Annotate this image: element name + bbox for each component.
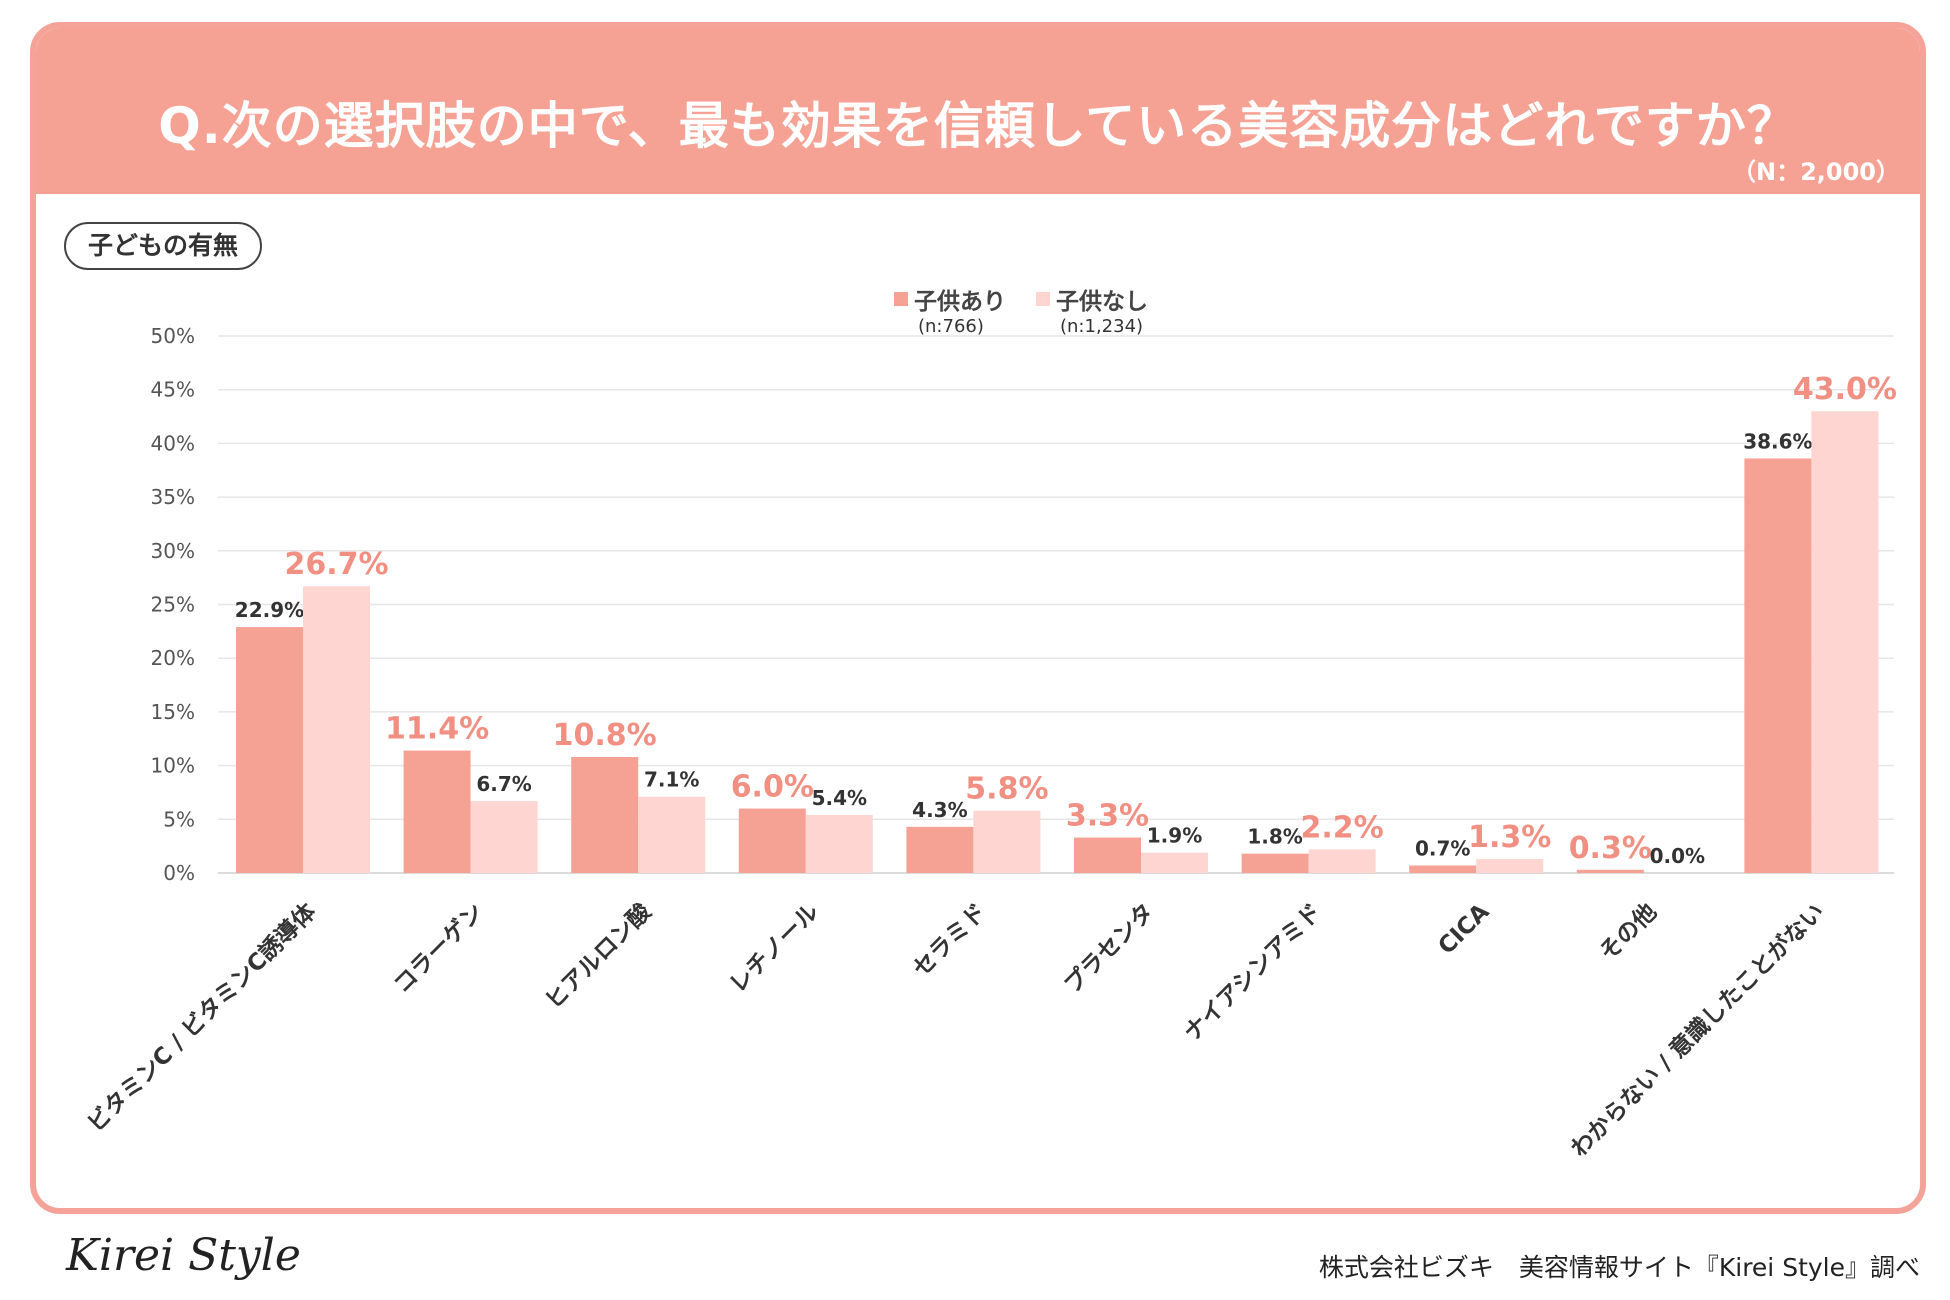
bar-with-children (906, 826, 974, 873)
x-tick-label: セラミド (908, 899, 991, 982)
bar-with-children (738, 808, 806, 873)
bar-without-children (973, 810, 1041, 873)
data-label: 7.1% (644, 768, 699, 792)
data-label: 22.9% (235, 598, 304, 622)
y-tick-label: 20% (151, 646, 195, 670)
x-tick-label: コラーゲン (389, 899, 489, 999)
bar-without-children (1811, 411, 1879, 873)
y-tick-label: 0% (163, 861, 195, 885)
x-tick-label: レチノール (725, 899, 824, 998)
x-tick-label: プラセンタ (1060, 899, 1160, 999)
x-tick-label: ヒアルロン酸 (541, 898, 658, 1015)
y-tick-label: 50% (151, 324, 195, 348)
bar-chart: 0% 5% 10% 15% 20% 25% 30% 35% 40% 45% 50% 22.9% 26.7… (82, 324, 1897, 1162)
filter-tag: 子どもの有無 (64, 222, 262, 270)
y-tick-label: 45% (151, 378, 195, 402)
legend-swatch (1036, 292, 1050, 306)
sample-size: （N：2,000） (1732, 158, 1900, 186)
data-label: 5.4% (812, 786, 867, 810)
bar-with-children (1744, 458, 1812, 873)
legend: 子供あり (n:766) 子供なし (n:1,234) (36, 282, 1920, 342)
legend-label: 子供なし (1056, 289, 1148, 315)
data-label: 3.3% (1066, 799, 1149, 834)
data-label: 1.9% (1147, 824, 1202, 848)
bar-without-children (303, 586, 370, 873)
bar-with-children (403, 750, 471, 873)
legend-label: 子供あり (914, 289, 1006, 315)
data-label: 43.0% (1793, 372, 1897, 407)
legend-n: (n:766) (918, 316, 984, 337)
bar-with-children (1241, 853, 1309, 873)
bar-without-children (1141, 852, 1208, 873)
bar-without-children (1476, 859, 1544, 873)
bar-with-children (236, 627, 303, 873)
y-tick-label: 5% (163, 807, 195, 831)
data-label: 0.3% (1569, 831, 1652, 866)
y-tick-label: 15% (151, 700, 195, 724)
data-label: 38.6% (1743, 429, 1812, 453)
data-label: 6.0% (731, 770, 814, 805)
data-label: 0.0% (1650, 844, 1705, 868)
data-label: 4.3% (912, 798, 967, 822)
bar-without-children (805, 815, 873, 873)
x-tick-label: その他 (1595, 899, 1662, 966)
data-label: 10.8% (553, 718, 657, 753)
y-tick-label: 25% (151, 593, 195, 617)
chart-title: Q.次の選択肢の中で、最も効果を信頼している美容成分はどれですか？ (158, 97, 1798, 155)
y-tick-label: 35% (151, 485, 195, 509)
legend-swatch (894, 292, 908, 306)
source-credit: 株式会社ビズキ 美容情報サイト『Kirei Style』調べ (1318, 1253, 1920, 1282)
header-band: Q.次の選択肢の中で、最も効果を信頼している美容成分はどれですか？ （N：2,0… (36, 28, 1920, 194)
data-label: 2.2% (1300, 810, 1383, 845)
data-label: 5.8% (965, 772, 1048, 807)
y-tick-label: 40% (151, 431, 195, 455)
legend-n: (n:1,234) (1060, 316, 1144, 337)
data-label: 6.7% (476, 772, 531, 796)
bar-without-children (1308, 849, 1376, 873)
x-tick-label: CICA (1434, 899, 1495, 960)
bar-with-children (1074, 837, 1141, 873)
y-tick-label: 10% (151, 754, 195, 778)
bar-without-children (470, 801, 538, 873)
data-label: 11.4% (385, 712, 489, 747)
data-label: 26.7% (284, 547, 388, 582)
bar-with-children (1409, 865, 1477, 873)
data-label: 0.7% (1415, 836, 1470, 860)
bar-without-children (638, 796, 706, 873)
x-tick-label: ビタミンC / ビタミンC誘導体 (82, 897, 322, 1137)
bar-with-children (571, 757, 639, 873)
x-tick-label: ナイアシンアミド (1179, 899, 1327, 1047)
data-label: 1.3% (1468, 820, 1551, 855)
brand-logo: Kirei Style (66, 1230, 301, 1281)
bar-with-children (1576, 869, 1644, 873)
data-label: 1.8% (1247, 825, 1302, 849)
y-tick-label: 30% (151, 539, 195, 563)
